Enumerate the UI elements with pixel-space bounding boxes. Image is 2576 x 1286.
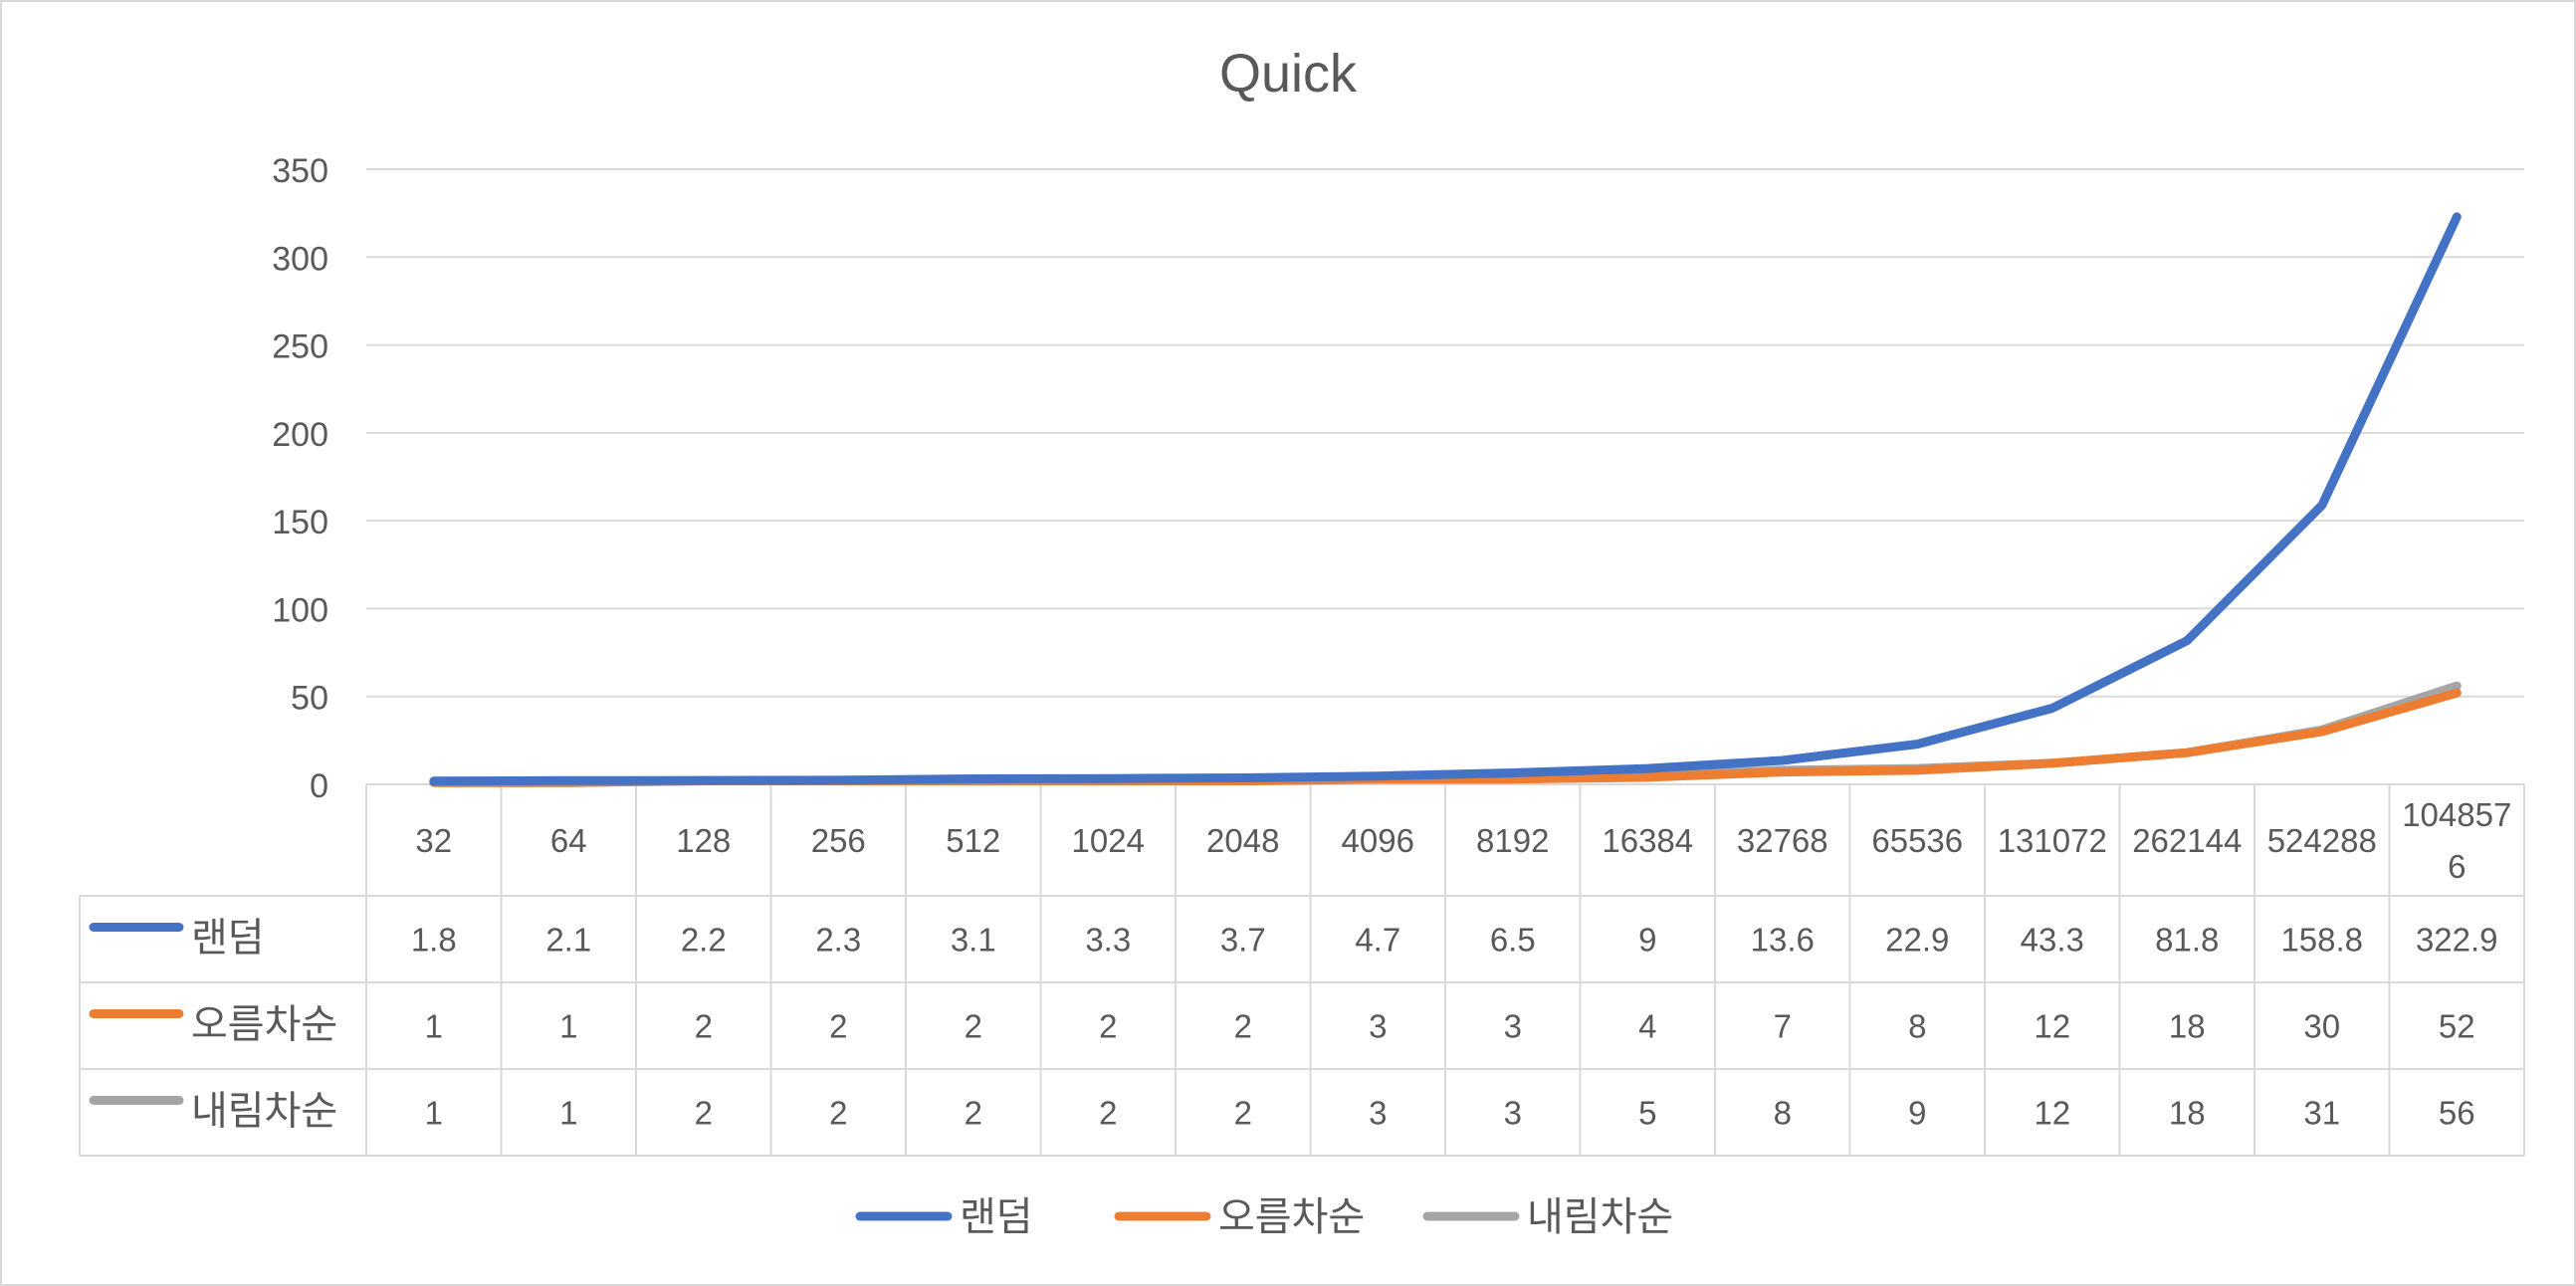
- y-tick-label: 0: [310, 767, 328, 805]
- table-cell-value: 1.8: [411, 922, 457, 959]
- y-tick-label: 250: [272, 328, 328, 366]
- table-cell-value: 1: [425, 1008, 443, 1045]
- x-tick-label: 4096: [1342, 822, 1414, 859]
- legend-label: 오름차순: [1218, 1195, 1365, 1239]
- table-cell-value: 3: [1504, 1008, 1522, 1045]
- table-cell-value: 18: [2169, 1008, 2206, 1045]
- chart-title: Quick: [1219, 44, 1358, 104]
- x-tick-label: 524288: [2267, 822, 2377, 859]
- y-tick-label: 50: [291, 680, 328, 718]
- table-cell-value: 18: [2169, 1095, 2206, 1132]
- table-cell-value: 2.3: [815, 922, 861, 959]
- table-cell-value: 2: [965, 1008, 982, 1045]
- table-cell-value: 1: [559, 1008, 577, 1045]
- table-series-name: 내림차순: [191, 1090, 337, 1134]
- gridlines: [366, 168, 2524, 698]
- table-cell-value: 12: [2034, 1095, 2070, 1132]
- table-cell-value: 322.9: [2416, 922, 2498, 959]
- y-tick-label: 150: [272, 504, 328, 541]
- table-cell-value: 2: [695, 1008, 713, 1045]
- legend-label: 랜덤: [960, 1195, 1033, 1239]
- table-cell-value: 22.9: [1885, 922, 1949, 959]
- table-cell-value: 2: [829, 1008, 847, 1045]
- y-axis: 0 50 100 150 200 250 300 350: [272, 152, 328, 805]
- x-tick-label: 16384: [1602, 822, 1693, 859]
- legend-label: 내림차순: [1527, 1195, 1673, 1239]
- x-tick-label: 2048: [1206, 822, 1279, 859]
- x-tick-label: 256: [811, 822, 866, 859]
- x-tick-label: 8192: [1476, 822, 1549, 859]
- table-series-name: 랜덤: [191, 917, 265, 961]
- table-cell-value: 158.8: [2280, 922, 2363, 959]
- x-tick-label: 128: [676, 822, 731, 859]
- table-cell-value: 2.2: [681, 922, 727, 959]
- table-cell-value: 2: [965, 1095, 982, 1132]
- table-cell-value: 4.7: [1355, 922, 1400, 959]
- table-cell-value: 3.7: [1220, 922, 1266, 959]
- y-tick-label: 200: [272, 416, 328, 454]
- x-tick-label: 65536: [1871, 822, 1963, 859]
- y-tick-label: 350: [272, 152, 328, 190]
- table-cell-value: 9: [1908, 1095, 1926, 1132]
- table-cell-value: 2: [829, 1095, 847, 1132]
- table-cell-value: 3.3: [1085, 922, 1131, 959]
- table-cell-value: 9: [1638, 922, 1656, 959]
- plot-area: [429, 212, 2462, 787]
- table-cell-value: 8: [1908, 1008, 1926, 1045]
- y-tick-label: 100: [272, 591, 328, 629]
- series-line: [429, 212, 2462, 786]
- table-cell-value: 7: [1774, 1008, 1792, 1045]
- table-cell-value: 2.1: [545, 922, 591, 959]
- table-cell-value: 30: [2303, 1008, 2340, 1045]
- table-cell-value: 8: [1774, 1095, 1792, 1132]
- table-cell-value: 52: [2439, 1008, 2475, 1045]
- table-cell-value: 2: [1099, 1095, 1117, 1132]
- table-cell-value: 81.8: [2155, 922, 2219, 959]
- table-cell-value: 5: [1638, 1095, 1656, 1132]
- table-cell-value: 2: [1234, 1095, 1252, 1132]
- legend: 랜덤 오름차순 내림차순: [855, 1195, 1673, 1239]
- table-cell-value: 13.6: [1751, 922, 1815, 959]
- x-tick-label: 131072: [1998, 822, 2107, 859]
- table-cell-value: 6.5: [1490, 922, 1536, 959]
- table-series-name: 오름차순: [191, 1003, 337, 1047]
- x-tick-label: 1024: [1072, 822, 1145, 859]
- table-cell-value: 1: [559, 1095, 577, 1132]
- x-tick-label: 32: [415, 822, 452, 859]
- table-cell-value: 2: [1234, 1008, 1252, 1045]
- data-table: 32 64 128 256 512 1024 2048 4096 8192 16384 32768 6…: [79, 783, 2525, 1157]
- table-cell-value: 3: [1369, 1008, 1387, 1045]
- table-cell-value: 3: [1369, 1095, 1387, 1132]
- table-cell-value: 2: [1099, 1008, 1117, 1045]
- x-tick-label: 104857 6: [2402, 796, 2511, 885]
- y-tick-label: 300: [272, 240, 328, 278]
- table-cell-value: 56: [2439, 1095, 2475, 1132]
- table-cell-value: 1: [425, 1095, 443, 1132]
- table-cell-value: 4: [1638, 1008, 1656, 1045]
- table-cell-value: 31: [2303, 1095, 2340, 1132]
- table-cell-value: 2: [695, 1095, 713, 1132]
- x-tick-label: 32768: [1737, 822, 1828, 859]
- table-cell-value: 3: [1504, 1095, 1522, 1132]
- x-tick-label: 512: [946, 822, 1000, 859]
- x-tick-label: 262144: [2132, 822, 2242, 859]
- table-cell-value: 3.1: [951, 922, 996, 959]
- table-cell-value: 12: [2034, 1008, 2070, 1045]
- table-cell-value: 43.3: [2021, 922, 2084, 959]
- x-tick-label: 64: [550, 822, 587, 859]
